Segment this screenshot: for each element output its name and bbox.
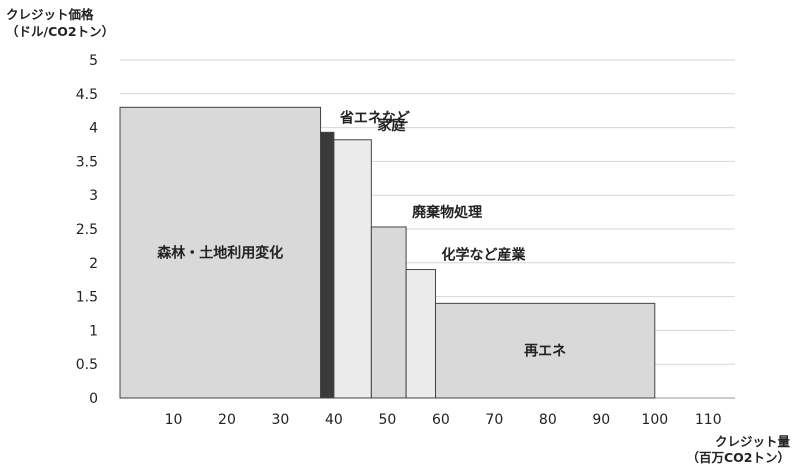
y-tick-label: 4.5 — [76, 87, 98, 103]
y-tick-label: 2.5 — [76, 222, 98, 238]
segment-label: 再エネ — [524, 344, 566, 360]
x-axis-title-line2: （百万CO2トン） — [687, 450, 791, 465]
bar-segment — [333, 139, 372, 399]
x-tick-label: 30 — [272, 412, 290, 428]
y-tick-label: 4 — [89, 121, 98, 137]
x-tick-label: 90 — [592, 412, 610, 428]
y-axis-title-line1: クレジット価格 — [6, 7, 94, 22]
x-tick-label: 10 — [165, 412, 183, 428]
bar-segment — [370, 226, 407, 399]
bar-segments — [119, 106, 656, 399]
y-tick-label: 1.5 — [76, 290, 98, 306]
y-tick-label: 0 — [89, 391, 98, 407]
x-tick-label: 50 — [378, 412, 396, 428]
y-tick-label: 3 — [89, 188, 98, 204]
y-tick-label: 2 — [89, 256, 98, 272]
y-tick-label: 1 — [89, 323, 98, 339]
y-axis-ticks: 0 0.5 1 1.5 2 2.5 3 3.5 4 4.5 5 — [76, 53, 98, 407]
y-axis-title-line2: （ドル/CO2トン） — [6, 24, 114, 39]
x-tick-label: 40 — [325, 412, 343, 428]
bar-segment — [119, 106, 322, 399]
x-tick-label: 20 — [218, 412, 236, 428]
segment-label: 廃棄物処理 — [412, 204, 482, 221]
x-tick-label: 110 — [695, 412, 722, 428]
segment-label: 家庭 — [377, 117, 406, 134]
segment-label: 森林・土地利用変化 — [157, 245, 283, 262]
bar-segment — [405, 269, 437, 399]
x-axis-ticks: 10 20 30 40 50 60 70 80 90 100 110 — [165, 412, 722, 428]
bar-segment — [320, 131, 335, 399]
bar-segment — [435, 302, 656, 399]
segment-label: 化学など産業 — [442, 247, 527, 264]
y-tick-label: 3.5 — [76, 154, 98, 170]
x-tick-label: 70 — [485, 412, 503, 428]
x-axis-title-line1: クレジット量 — [715, 434, 791, 449]
segment-label: 省エネなど — [339, 109, 410, 126]
x-tick-label: 100 — [641, 412, 668, 428]
y-tick-label: 0.5 — [76, 357, 98, 373]
y-tick-label: 5 — [89, 53, 98, 69]
x-tick-label: 60 — [432, 412, 450, 428]
x-tick-label: 80 — [539, 412, 557, 428]
